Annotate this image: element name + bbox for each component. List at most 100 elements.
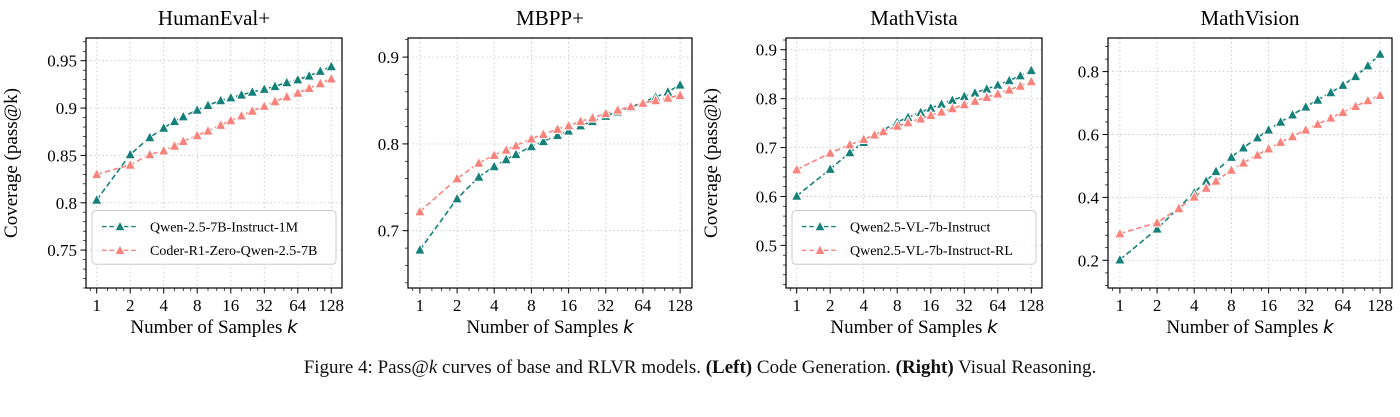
triangle-marker	[562, 119, 575, 131]
triangle-marker	[488, 159, 501, 172]
x-tick-label: 128	[667, 296, 693, 315]
x-axis-label: Number of Samples k	[130, 317, 299, 338]
triangle-marker	[924, 108, 937, 121]
triangle-marker	[143, 130, 156, 143]
triangle-marker	[280, 75, 293, 88]
triangle-marker	[258, 99, 271, 111]
figure-caption: Figure 4: Pass@k curves of base and RLVR…	[0, 356, 1400, 380]
triangle-marker	[525, 139, 538, 152]
x-tick-label: 32	[256, 296, 273, 315]
x-tick-label: 8	[893, 296, 902, 315]
triangle-marker	[314, 76, 327, 89]
chart-title: MathVista	[870, 6, 958, 30]
y-tick-label: 0.9	[756, 41, 777, 60]
legend-label: Qwen2.5-VL-7b-Instruct-RL	[850, 244, 1013, 259]
y-tick-label: 0.85	[47, 146, 77, 165]
legend-label: Coder-R1-Zero-Qwen-2.5-7B	[150, 244, 317, 259]
x-tick-label: 128	[319, 296, 345, 315]
triangle-marker	[1311, 93, 1324, 105]
triangle-marker	[1349, 69, 1362, 82]
plot-border	[85, 37, 343, 289]
triangle-marker	[649, 93, 662, 106]
x-tick-label: 1	[792, 296, 801, 315]
triangle-marker	[991, 87, 1004, 99]
x-tick-label: 128	[1019, 296, 1045, 315]
x-tick-label: 8	[193, 296, 202, 315]
x-tick-label: 2	[826, 296, 835, 315]
triangle-marker	[201, 124, 215, 136]
x-tick-label: 1	[1116, 296, 1125, 315]
y-tick-label: 0.8	[378, 135, 399, 154]
triangle-marker	[1025, 74, 1038, 87]
triangle-marker	[280, 90, 293, 102]
chart-title: MathVision	[1200, 6, 1300, 30]
tick-labels: 1 2 4 8 16 32 64 128 0.7 0.8 0.9	[378, 48, 693, 315]
triangle-marker	[790, 162, 803, 175]
triangle-marker	[1262, 142, 1275, 154]
triangle-marker	[1237, 141, 1250, 153]
triangle-marker	[325, 72, 338, 84]
caption-right-label: (Right)	[895, 357, 954, 378]
x-tick-label: 16	[1260, 296, 1277, 315]
legend-triangle-marker	[814, 243, 826, 255]
y-tick-label: 0.75	[47, 241, 77, 260]
legend-entry: Coder-R1-Zero-Qwen-2.5-7B	[102, 243, 317, 259]
triangle-marker	[201, 98, 215, 110]
triangle-marker	[574, 114, 587, 127]
triangle-marker	[537, 134, 550, 147]
triangle-marker	[177, 109, 190, 122]
x-tick-label: 1	[416, 296, 425, 315]
series-rlvr	[1113, 88, 1387, 239]
triangle-marker	[968, 94, 982, 106]
caption-text: Code Generation.	[752, 357, 896, 378]
triangle-marker	[472, 170, 485, 182]
triangle-marker	[1014, 79, 1027, 91]
triangle-marker	[1251, 131, 1264, 143]
triangle-marker	[90, 193, 103, 205]
triangle-marker	[877, 124, 890, 137]
triangle-marker	[325, 59, 338, 72]
chart-panel-mbpp-plus: 1 2 4 8 16 32 64 128 0.7 0.8 0.9 MBPP+ Number of Sam…	[350, 0, 700, 340]
y-tick-label: 0.6	[1078, 126, 1099, 145]
triangle-marker	[857, 132, 870, 144]
x-tick-label: 64	[1334, 296, 1352, 315]
triangle-marker	[1262, 123, 1275, 135]
x-tick-label: 8	[1227, 296, 1236, 315]
triangle-marker	[1025, 63, 1038, 76]
triangle-marker	[235, 108, 248, 121]
x-axis-label: Number of Samples k	[466, 317, 635, 338]
caption-text: Visual Reasoning.	[953, 357, 1097, 378]
series-rlvr	[90, 72, 338, 180]
triangle-marker	[1003, 83, 1016, 95]
triangle-marker	[1361, 93, 1374, 106]
axis-ticks	[402, 39, 681, 294]
triangle-marker	[177, 134, 190, 146]
y-axis-label: Coverage (pass@k)	[701, 88, 722, 238]
legend-triangle-marker	[114, 243, 126, 255]
series-line	[419, 94, 681, 213]
y-axis-label: Coverage (pass@k)	[1, 88, 22, 238]
triangle-marker	[868, 128, 881, 140]
caption-text: curves of base and RLVR models.	[437, 357, 706, 378]
chart-mathvision: 1 2 4 8 16 32 64 128 0.2 0.4 0.6 0.8 MathVision Numbe…	[1078, 6, 1393, 338]
axis-ticks	[1102, 46, 1381, 294]
x-tick-label: 32	[956, 296, 973, 315]
triangle-marker	[224, 113, 237, 126]
y-tick-label: 0.9	[378, 48, 399, 67]
triangle-marker	[191, 103, 204, 115]
triangle-marker	[413, 243, 426, 255]
caption-text: Figure 4: Pass@	[303, 357, 429, 378]
triangle-marker	[258, 82, 271, 94]
x-tick-label: 4	[159, 296, 168, 315]
x-tick-label: 4	[859, 296, 868, 315]
triangle-marker	[191, 128, 204, 141]
triangle-marker	[124, 158, 137, 170]
triangle-marker	[472, 156, 485, 168]
triangle-marker	[1299, 123, 1312, 135]
triangle-marker	[1209, 174, 1223, 186]
triangle-marker	[586, 111, 599, 123]
triangle-marker	[235, 88, 248, 100]
chart-humaneval-plus: 1 2 4 8 16 32 64 128 0.75 0.8 0.85 0.9 0.95 HumanEval…	[1, 6, 345, 338]
legend-triangle-marker	[814, 220, 826, 232]
